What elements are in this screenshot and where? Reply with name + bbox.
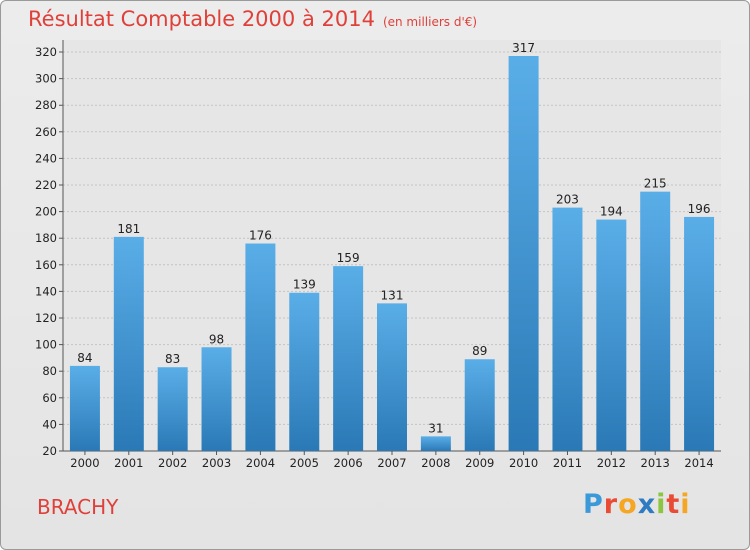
bar (377, 303, 407, 451)
bar (333, 266, 364, 451)
bar-value-label: 98 (209, 332, 224, 346)
x-tick-label: 2003 (202, 456, 231, 470)
x-tick-label: 2002 (158, 456, 187, 470)
y-tick-label: 180 (35, 231, 57, 245)
y-tick-label: 280 (35, 98, 57, 112)
logo-letter: x (637, 489, 657, 520)
bar (552, 207, 583, 451)
bar-value-label: 203 (556, 193, 579, 207)
bar-value-label: 31 (428, 421, 443, 435)
y-tick-label: 200 (35, 205, 57, 219)
x-tick-label: 2011 (553, 456, 582, 470)
x-tick-label: 2005 (290, 456, 319, 470)
chart-title: Résultat Comptable 2000 à 2014 (en millie… (28, 7, 477, 31)
bar-value-label: 83 (165, 352, 180, 366)
x-tick-label: 2004 (246, 456, 275, 470)
bar-value-label: 159 (337, 251, 360, 265)
logo-letter: r (603, 489, 619, 520)
bar-value-label: 139 (293, 278, 316, 292)
x-tick-label: 2007 (377, 456, 406, 470)
x-tick-label: 2009 (465, 456, 494, 470)
bar-value-label: 317 (512, 41, 535, 55)
bar-value-label: 89 (472, 344, 487, 358)
y-tick-label: 40 (42, 417, 57, 431)
y-tick-label: 60 (42, 391, 57, 405)
y-tick-label: 80 (42, 364, 57, 378)
logo-letter: P (583, 489, 604, 520)
bar (69, 365, 100, 451)
bar (464, 359, 495, 451)
bar-value-label: 194 (600, 205, 623, 219)
y-tick-label: 160 (35, 258, 57, 272)
place-name: BRACHY (37, 495, 119, 519)
y-tick-label: 240 (35, 151, 57, 165)
bar-value-label: 196 (688, 202, 711, 216)
bar-value-label: 84 (77, 351, 92, 365)
bar (245, 243, 276, 451)
bar (289, 292, 320, 451)
chart-title-text: Résultat Comptable 2000 à 2014 (28, 7, 375, 31)
bar (508, 55, 539, 452)
logo-letter: i (680, 489, 691, 520)
y-tick-label: 320 (35, 45, 57, 59)
y-tick-label: 260 (35, 125, 57, 139)
bar (113, 236, 144, 451)
bar (201, 347, 232, 451)
y-tick-label: 300 (35, 72, 57, 86)
bar (596, 219, 627, 451)
bar (640, 191, 671, 451)
bar-value-label: 131 (381, 288, 404, 302)
bar (684, 216, 715, 451)
x-tick-label: 2001 (114, 456, 143, 470)
bar (157, 367, 188, 451)
x-tick-label: 2008 (421, 456, 450, 470)
proxiti-logo: Proxiti (583, 489, 691, 520)
y-tick-label: 220 (35, 178, 57, 192)
x-tick-label: 2013 (641, 456, 670, 470)
y-tick-label: 20 (42, 444, 57, 458)
x-tick-label: 2006 (333, 456, 362, 470)
bar-value-label: 181 (117, 222, 140, 236)
x-tick-label: 2010 (509, 456, 538, 470)
logo-letter: i (656, 489, 667, 520)
bar-value-label: 215 (644, 177, 667, 191)
y-tick-label: 140 (35, 284, 57, 298)
logo-letter: t (666, 489, 681, 520)
x-tick-label: 2012 (597, 456, 626, 470)
bar (420, 436, 451, 451)
y-tick-label: 120 (35, 311, 57, 325)
x-tick-label: 2000 (70, 456, 99, 470)
chart-subtitle: (en milliers d'€) (382, 15, 478, 29)
x-tick-label: 2014 (684, 456, 713, 470)
bar-value-label: 176 (249, 229, 272, 243)
logo-letter: o (618, 489, 638, 520)
y-tick-label: 100 (35, 338, 57, 352)
